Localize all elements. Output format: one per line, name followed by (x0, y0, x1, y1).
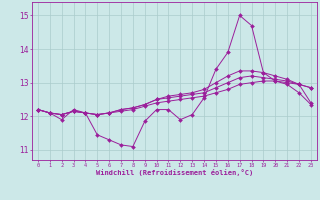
X-axis label: Windchill (Refroidissement éolien,°C): Windchill (Refroidissement éolien,°C) (96, 169, 253, 176)
